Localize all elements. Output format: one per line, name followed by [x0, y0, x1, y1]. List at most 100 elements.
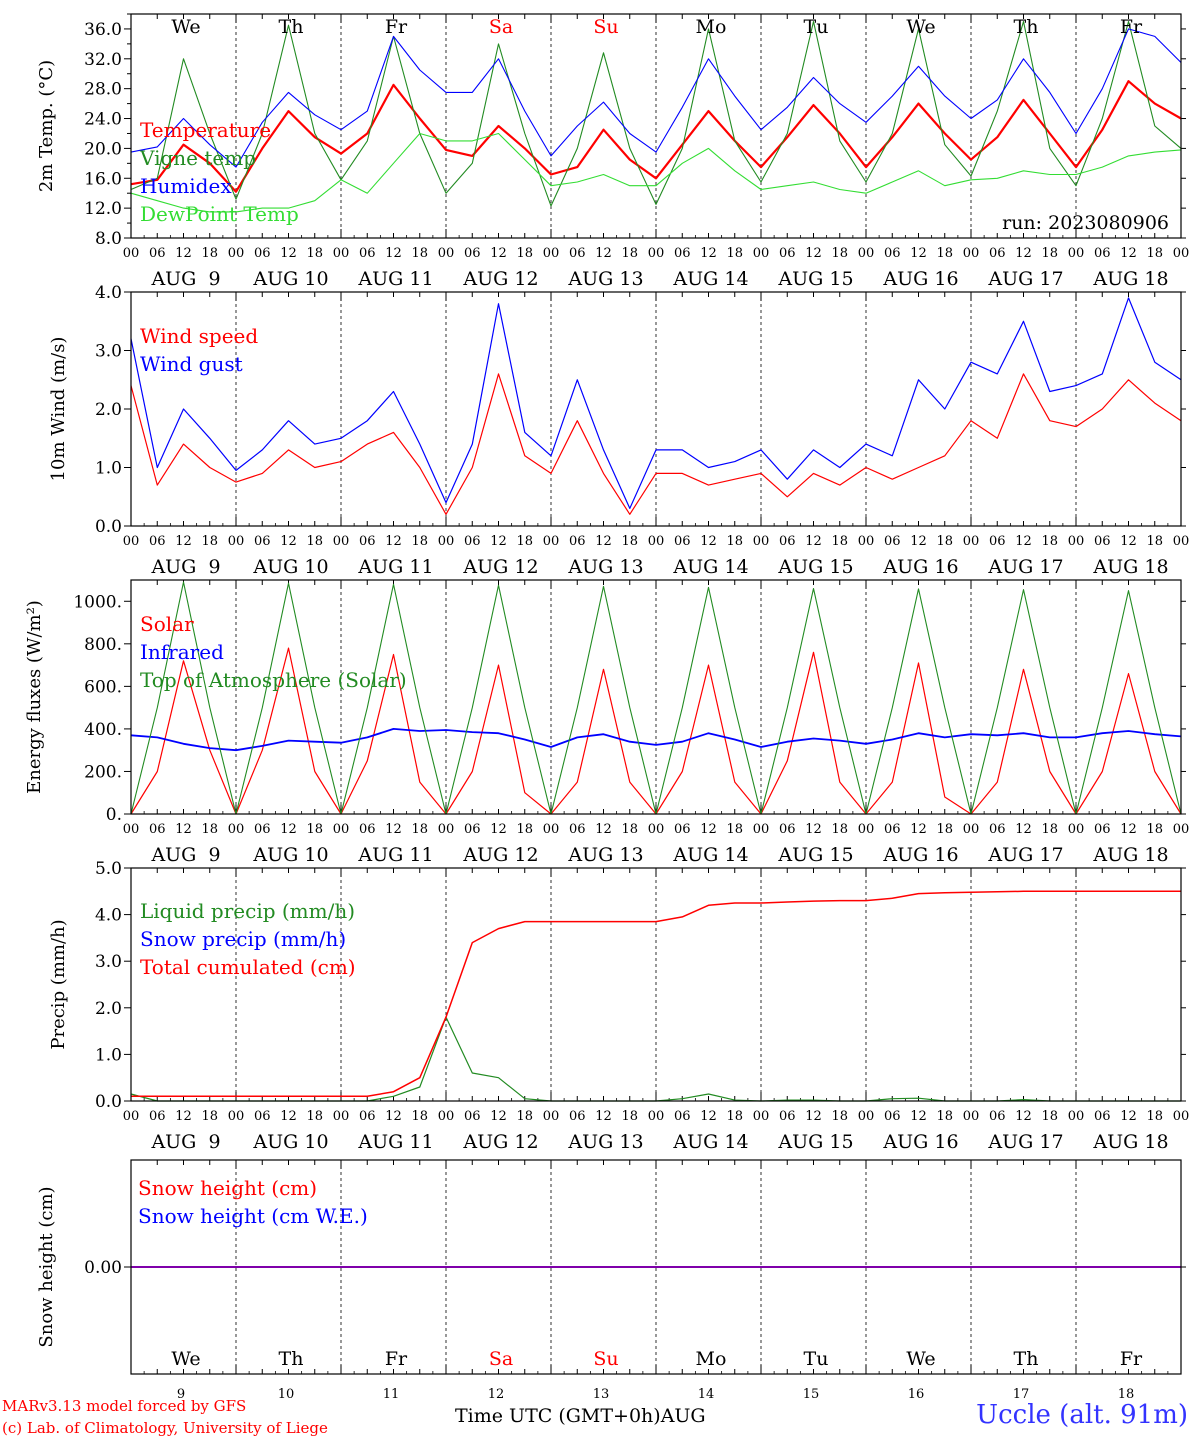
date-label: AUG 10	[252, 844, 328, 866]
hour-tick-label: 12	[595, 534, 612, 549]
hour-tick-label: 12	[910, 822, 927, 837]
hour-tick-label: 06	[569, 822, 586, 837]
hour-tick-label: 00	[1068, 1109, 1085, 1124]
hour-tick-label: 12	[1015, 1109, 1032, 1124]
hour-tick-label: 18	[1146, 822, 1163, 837]
day-number-label: 17	[1013, 1387, 1030, 1402]
hour-tick-label: 00	[858, 822, 875, 837]
x-axis-title-text: Time UTC (GMT+0h)	[455, 1405, 661, 1427]
x-axis-month: AUG	[660, 1405, 706, 1427]
hour-tick-label: 18	[936, 246, 953, 261]
hour-tick-label: 12	[700, 246, 717, 261]
hour-tick-label: 12	[175, 1109, 192, 1124]
temp-series-line	[130, 20, 1182, 207]
lab-credit: (c) Lab. of Climatology, University of L…	[2, 1419, 328, 1437]
hour-tick-label: 06	[884, 1109, 901, 1124]
energy-frame	[130, 579, 1182, 815]
hour-tick-label: 06	[989, 822, 1006, 837]
y-tick-label: 0.	[106, 805, 122, 825]
weekday-label: Sa	[489, 16, 513, 38]
y-tick-label: 24.0	[84, 110, 122, 130]
temp-frame	[130, 13, 1182, 239]
hour-tick-label: 00	[648, 534, 665, 549]
hour-tick-label: 18	[411, 1109, 428, 1124]
hour-tick-label: 12	[805, 246, 822, 261]
hour-tick-label: 12	[595, 246, 612, 261]
hour-tick-label: 12	[175, 534, 192, 549]
weekday-label: Th	[1014, 16, 1039, 38]
hour-tick-label: 06	[1094, 534, 1111, 549]
snow-weekday-label: Tu	[804, 1348, 829, 1370]
hour-tick-label: 00	[543, 822, 560, 837]
hour-tick-label: 00	[963, 1109, 980, 1124]
legend-entry: Infrared	[140, 640, 224, 664]
date-label: AUG 14	[672, 1131, 748, 1153]
legend-entry: DewPoint Temp	[140, 202, 299, 226]
hour-tick-label: 18	[621, 1109, 638, 1124]
hour-tick-label: 06	[674, 246, 691, 261]
station-label: Uccle (alt. 91m)	[976, 1400, 1188, 1430]
wind-frame	[130, 291, 1182, 527]
date-label: AUG 14	[672, 844, 748, 866]
hour-tick-label: 06	[779, 246, 796, 261]
hour-tick-label: 00	[963, 246, 980, 261]
date-label: AUG 9	[150, 844, 220, 866]
day-number-label: 9	[177, 1387, 185, 1402]
hour-tick-label: 12	[1120, 534, 1137, 549]
hour-tick-label: 06	[464, 822, 481, 837]
hour-tick-label: 12	[280, 822, 297, 837]
day-number-label: 18	[1118, 1387, 1135, 1402]
y-tick-label: 8.0	[95, 229, 122, 249]
hour-tick-label: 18	[1146, 1109, 1163, 1124]
hour-tick-label: 00	[648, 246, 665, 261]
hour-tick-label: 12	[490, 822, 507, 837]
hour-tick-label: 06	[149, 534, 166, 549]
y-tick-label: 12.0	[84, 199, 122, 219]
hour-tick-label: 12	[490, 1109, 507, 1124]
legend-entry: Top of Atmosphere (Solar)	[140, 668, 407, 692]
y-tick-label: 32.0	[84, 50, 122, 70]
hour-tick-label: 00	[228, 534, 245, 549]
hour-tick-label: 12	[700, 822, 717, 837]
weekday-label: Th	[279, 16, 304, 38]
hour-tick-label: 12	[1120, 1109, 1137, 1124]
date-label: AUG 15	[777, 844, 853, 866]
hour-tick-label: 00	[438, 534, 455, 549]
hour-tick-label: 06	[149, 822, 166, 837]
energy-series-line	[130, 728, 1182, 752]
hour-tick-label: 00	[438, 822, 455, 837]
y-tick-label: 5.0	[95, 859, 122, 879]
date-label: AUG 10	[252, 1131, 328, 1153]
hour-tick-label: 00	[333, 1109, 350, 1124]
weekday-label: Su	[593, 16, 618, 38]
hour-tick-label: 06	[989, 246, 1006, 261]
temp-series-line	[130, 80, 1182, 193]
y-tick-label: 0.0	[95, 1092, 122, 1112]
date-label: AUG 11	[357, 556, 433, 578]
hour-tick-label: 00	[123, 822, 140, 837]
hour-tick-label: 06	[1094, 822, 1111, 837]
hour-tick-label: 00	[1068, 822, 1085, 837]
y-tick-label: 600.	[84, 677, 122, 697]
hour-tick-label: 06	[359, 534, 376, 549]
hour-tick-label: 12	[805, 822, 822, 837]
hour-tick-label: 12	[700, 1109, 717, 1124]
energy-panel: 0. 200. 400. 600. 800. 1000. Energy fluxes (W/…	[24, 579, 1190, 866]
model-credit: MARv3.13 model forced by GFS	[2, 1397, 247, 1415]
hour-tick-label: 06	[569, 534, 586, 549]
legend-entry: Solar	[140, 612, 194, 636]
hour-tick-label: 06	[464, 1109, 481, 1124]
hour-tick-label: 00	[1173, 822, 1190, 837]
date-label: AUG 18	[1092, 268, 1168, 290]
precip-frame	[130, 867, 1182, 1102]
hour-tick-label: 00	[753, 246, 770, 261]
hour-tick-label: 00	[228, 822, 245, 837]
snow-weekday-label: Th	[1014, 1348, 1039, 1370]
snow-weekday-label: Mo	[696, 1348, 727, 1370]
y-tick-label: 0.0	[95, 517, 122, 537]
hour-tick-label: 06	[1094, 1109, 1111, 1124]
hour-tick-label: 00	[753, 1109, 770, 1124]
date-label: AUG 13	[567, 1131, 643, 1153]
hour-tick-label: 06	[149, 246, 166, 261]
hour-tick-label: 00	[228, 246, 245, 261]
